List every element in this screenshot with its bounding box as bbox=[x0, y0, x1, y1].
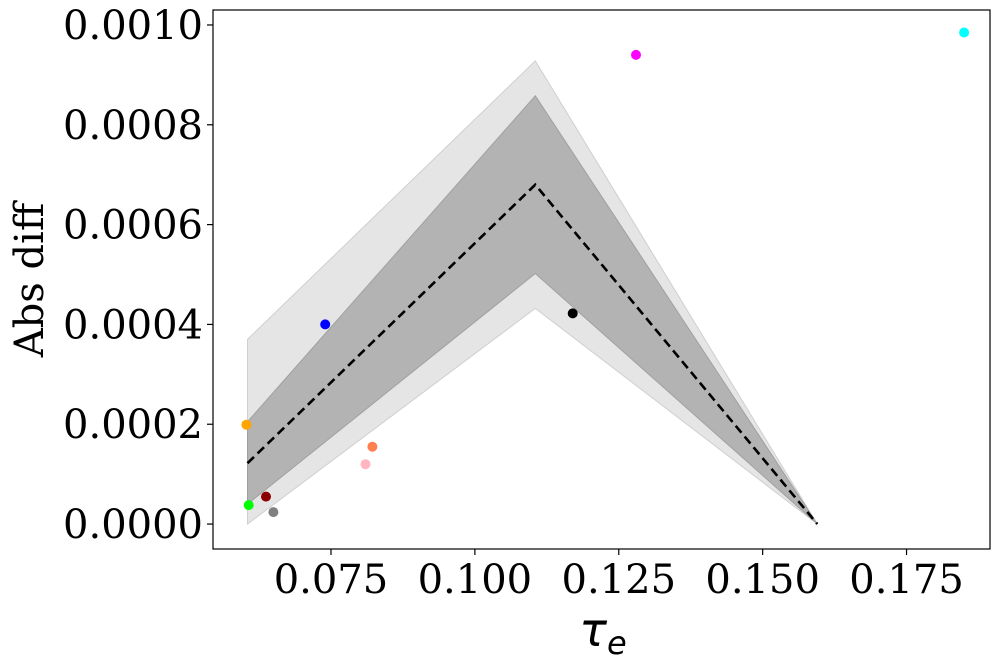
y-axis-label: Abs diff bbox=[7, 200, 53, 358]
y-tick-label: 0.0002 bbox=[63, 402, 203, 448]
data-point bbox=[360, 459, 371, 470]
mean-line-group bbox=[246, 182, 819, 525]
x-tick-label: 0.125 bbox=[562, 557, 677, 603]
x-axis-label-main: τ bbox=[579, 603, 607, 657]
mean-line bbox=[246, 182, 819, 525]
data-point bbox=[631, 49, 641, 60]
x-axis-ticks: 0.075 0.100 0.125 0.150 0.175 bbox=[274, 549, 964, 603]
data-point bbox=[268, 507, 279, 518]
data-point bbox=[367, 441, 378, 452]
scatter-points bbox=[241, 27, 970, 518]
inner-band bbox=[247, 94, 818, 525]
y-tick-label: 0.0000 bbox=[63, 502, 203, 548]
data-point bbox=[320, 319, 331, 330]
data-point bbox=[567, 308, 578, 319]
data-point bbox=[243, 500, 254, 511]
x-tick-label: 0.175 bbox=[849, 557, 964, 603]
x-axis-label-sub: e bbox=[607, 624, 627, 662]
y-tick-label: 0.0008 bbox=[63, 103, 203, 149]
plot-frame bbox=[212, 9, 991, 550]
data-point bbox=[261, 491, 271, 502]
y-tick-label: 0.0004 bbox=[63, 302, 203, 348]
x-tick-label: 0.075 bbox=[274, 557, 389, 603]
y-tick-label: 0.0006 bbox=[63, 203, 203, 249]
data-point bbox=[241, 419, 252, 430]
x-tick-label: 0.150 bbox=[705, 557, 820, 603]
y-tick-label: 0.0010 bbox=[63, 3, 203, 49]
data-point bbox=[959, 27, 970, 38]
y-axis-ticks: 0.0000 0.0002 0.0004 0.0006 0.0008 0.0010 bbox=[63, 3, 213, 548]
x-axis-label: τe bbox=[579, 603, 626, 662]
confidence-bands bbox=[247, 60, 818, 525]
x-tick-label: 0.100 bbox=[418, 557, 533, 603]
